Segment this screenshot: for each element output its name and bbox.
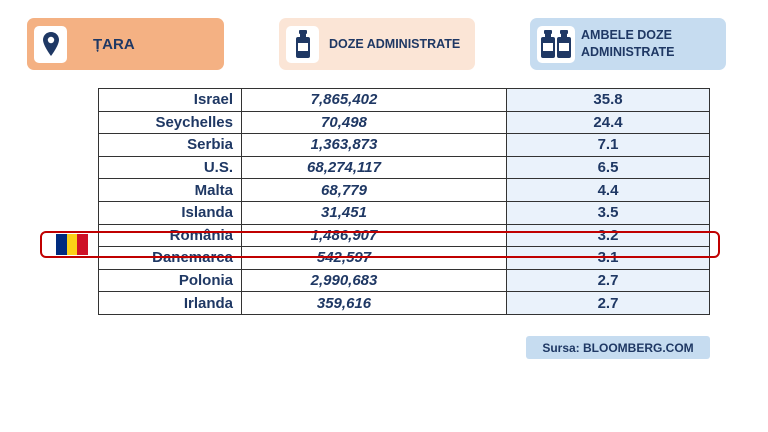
country-cell: Israel [98,88,242,112]
country-cell: Malta [98,178,242,202]
doses-cell: 2,990,683 [241,268,507,293]
header-country: ȚARA [27,18,224,70]
header-both-line1: AMBELE DOZE [581,28,672,42]
header-doses: DOZE ADMINISTRATE [279,18,475,70]
doses-cell: 68,274,117 [241,155,507,180]
both-doses-cell: 6.5 [506,155,710,180]
header-both-doses: AMBELE DOZE ADMINISTRATE [530,18,726,70]
table-row: Seychelles 70,498 24.4 [98,110,710,135]
source-badge: Sursa: BLOOMBERG.COM [526,336,710,359]
highlight-romania-row [40,231,720,258]
both-doses-cell: 3.5 [506,200,710,225]
country-cell: U.S. [98,155,242,180]
doses-cell: 7,865,402 [241,88,507,112]
country-cell: Seychelles [98,110,242,135]
doses-cell: 1,363,873 [241,133,507,157]
table-row: Irlanda 359,616 2.7 [98,291,710,315]
both-doses-cell: 2.7 [506,291,710,315]
doses-cell: 31,451 [241,200,507,225]
country-cell: Irlanda [98,291,242,315]
two-vaccine-vials-icon [537,25,575,63]
both-doses-cell: 24.4 [506,110,710,135]
table-row: Serbia 1,363,873 7.1 [98,133,710,157]
flag-stripe-yellow [66,234,78,255]
doses-cell: 68,779 [241,178,507,202]
table-row: U.S. 68,274,117 6.5 [98,155,710,180]
table-row: Islanda 31,451 3.5 [98,200,710,225]
location-pin-icon [34,25,67,63]
vaccine-vial-icon [286,25,319,63]
doses-cell: 359,616 [241,291,507,315]
flag-stripe-blue [56,234,67,255]
table-body: Israel 7,865,402 35.8 Seychelles 70,498 24.4 S… [98,88,710,315]
vaccination-table: Israel 7,865,402 35.8 Seychelles 70,498 24.4 S… [98,88,710,315]
romania-flag-icon [56,234,89,255]
country-cell: Polonia [98,268,242,293]
table-row: Israel 7,865,402 35.8 [98,88,710,112]
table-row: Polonia 2,990,683 2.7 [98,268,710,293]
header-doses-label: DOZE ADMINISTRATE [329,36,461,51]
header-both-line2: ADMINISTRATE [581,45,675,59]
both-doses-cell: 35.8 [506,88,710,112]
doses-cell: 70,498 [241,110,507,135]
header-country-label: ȚARA [93,35,135,53]
table-row: Malta 68,779 4.4 [98,178,710,202]
both-doses-cell: 3.2 [506,223,710,248]
country-cell: Serbia [98,133,242,157]
header-both-doses-label: AMBELE DOZE ADMINISTRATE [581,27,675,61]
both-doses-cell: 4.4 [506,178,710,202]
flag-stripe-red [77,234,89,255]
country-cell: Islanda [98,200,242,225]
both-doses-cell: 7.1 [506,133,710,157]
both-doses-cell: 2.7 [506,268,710,293]
